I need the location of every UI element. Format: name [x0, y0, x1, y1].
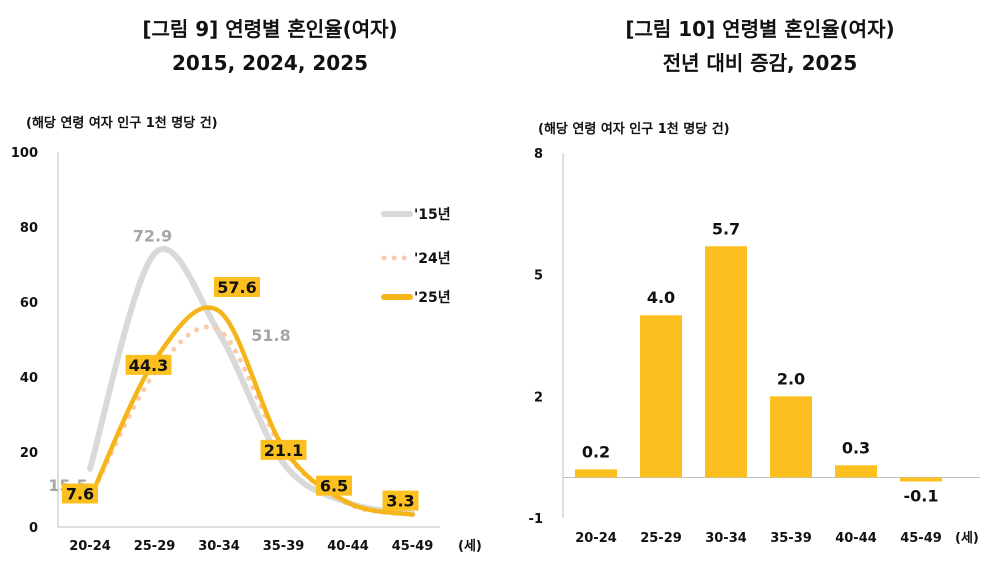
chart2-title-line1: [그림 10] 연령별 혼인율(여자) [625, 17, 895, 41]
data-label: 57.6 [217, 278, 256, 297]
y-tick-label: 0 [29, 521, 38, 536]
chart2-title: [그림 10] 연령별 혼인율(여자) 전년 대비 증감, 2025 [540, 12, 980, 80]
data-label: 6.5 [320, 477, 348, 496]
x-tick-label: 20-24 [575, 531, 617, 546]
x-tick-label: 40-44 [835, 531, 877, 546]
x-tick-label: 25-29 [134, 539, 176, 554]
legend-label: '25년 [414, 290, 451, 306]
data-label: 2.0 [777, 369, 805, 388]
chart1-title-line1: [그림 9] 연령별 혼인율(여자) [142, 17, 398, 41]
y-tick-label: 100 [11, 146, 38, 161]
data-label: 3.3 [386, 492, 414, 511]
y-tick-label: 5 [534, 269, 543, 284]
chart1-unit-label: (해당 연령 여자 인구 1천 명당 건) [26, 116, 218, 131]
data-label-bg [125, 354, 172, 375]
data-label: 4.0 [647, 288, 675, 307]
data-label: 0.2 [582, 442, 610, 461]
x-tick-label: 35-39 [263, 539, 305, 554]
bar [900, 477, 942, 482]
bar [640, 315, 682, 478]
y-tick-label: 20 [20, 446, 38, 461]
data-label: 51.8 [251, 326, 290, 345]
y-tick-label: 2 [534, 390, 543, 405]
chart1-title: [그림 9] 연령별 혼인율(여자) 2015, 2024, 2025 [60, 12, 480, 80]
legend-label: '24년 [414, 251, 451, 267]
data-label: 72.9 [133, 227, 172, 246]
bar [770, 396, 812, 478]
bar [705, 246, 747, 478]
data-label-bg [382, 490, 419, 511]
chart2-unit-label: (해당 연령 여자 인구 1천 명당 건) [538, 122, 730, 137]
y-tick-label: 60 [20, 296, 38, 311]
x-tick-label: 30-34 [705, 531, 747, 546]
x-tick-label: 35-39 [770, 531, 812, 546]
data-label: 7.6 [66, 485, 94, 504]
bar [835, 465, 877, 478]
series-line [87, 305, 415, 517]
x-tick-label: 30-34 [198, 539, 240, 554]
chart2-title-line2: 전년 대비 증감, 2025 [662, 51, 858, 75]
x-tick-label: 25-29 [640, 531, 682, 546]
x-tick-label: 45-49 [392, 539, 434, 554]
y-tick-label: -1 [529, 512, 543, 527]
y-tick-label: 40 [20, 371, 38, 386]
data-label: 44.3 [129, 356, 168, 375]
y-tick-label: 8 [534, 147, 543, 162]
data-label-bg [214, 277, 260, 297]
x-unit-label: (세) [458, 539, 482, 554]
bar [575, 469, 617, 478]
data-label-bg [260, 439, 307, 460]
chart1-title-line2: 2015, 2024, 2025 [171, 51, 369, 75]
x-unit-label: (세) [955, 531, 979, 546]
data-label: 21.1 [264, 441, 303, 460]
data-label: -0.1 [904, 486, 939, 505]
series-line [87, 324, 415, 518]
data-label-bg [62, 483, 98, 504]
x-tick-label: 20-24 [69, 539, 111, 554]
y-tick-label: 80 [20, 221, 38, 236]
legend-label: '15년 [414, 207, 451, 223]
x-tick-label: 45-49 [900, 531, 942, 546]
data-label: 5.7 [712, 219, 740, 238]
x-tick-label: 40-44 [327, 539, 369, 554]
data-label-bg [316, 475, 352, 496]
data-label: 0.3 [842, 438, 870, 457]
